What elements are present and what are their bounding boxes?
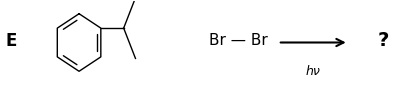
Text: ?: ? — [376, 31, 388, 50]
Text: E: E — [6, 32, 17, 50]
Text: Br — Br: Br — Br — [209, 33, 267, 48]
Text: hν: hν — [305, 65, 320, 78]
